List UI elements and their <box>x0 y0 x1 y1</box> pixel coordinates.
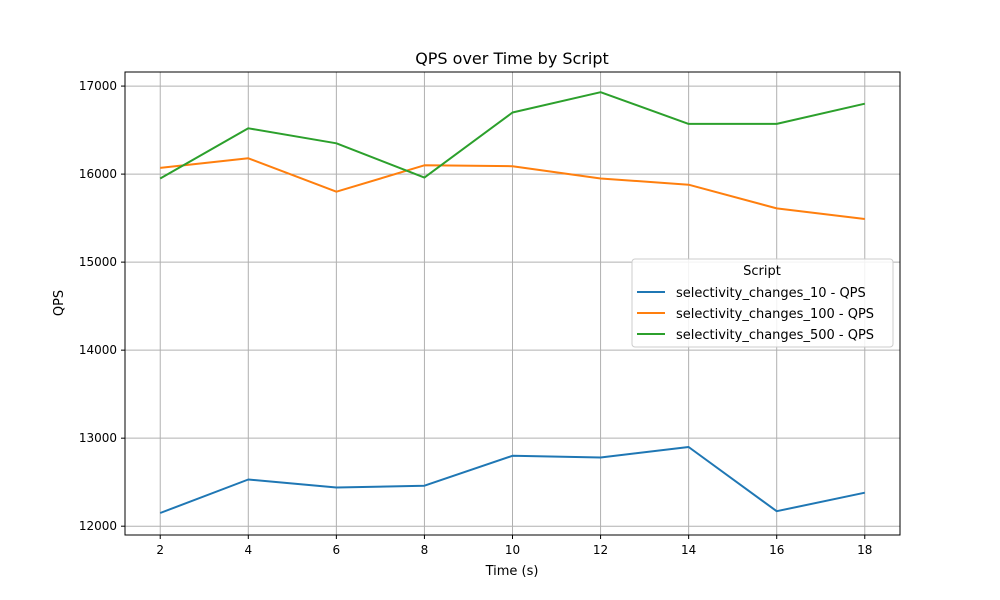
legend-title: Script <box>743 264 781 279</box>
x-tick-label: 4 <box>244 543 252 557</box>
y-tick-label: 14000 <box>79 343 117 357</box>
x-tick-label: 16 <box>769 543 784 557</box>
y-tick-label: 16000 <box>79 167 117 181</box>
x-axis-ticks: 2 4 6 8 10 12 14 16 18 <box>156 535 872 557</box>
chart-title: QPS over Time by Script <box>415 49 609 68</box>
legend-items: selectivity_changes_10 - QPS selectivity_… <box>637 286 874 343</box>
series-line-3 <box>159 91 866 180</box>
x-tick-label: 10 <box>505 543 520 557</box>
y-axis-ticks: 12000 13000 14000 15000 16000 17000 <box>79 79 125 533</box>
x-axis-label: Time (s) <box>485 564 539 579</box>
y-tick-label: 12000 <box>79 519 117 533</box>
series-line-1 <box>159 446 866 514</box>
x-tick-label: 14 <box>681 543 696 557</box>
legend: Script selectivity_changes_10 - QPSselec… <box>631 258 894 348</box>
x-tick-label: 8 <box>421 543 429 557</box>
y-axis-label: QPS <box>52 290 67 316</box>
x-tick-label: 12 <box>593 543 608 557</box>
legend-label-2: selectivity_changes_100 - QPS <box>676 307 874 322</box>
series-line-2 <box>160 157 865 220</box>
y-tick-label: 17000 <box>79 79 117 93</box>
legend-box <box>631 258 894 348</box>
legend-label-3: selectivity_changes_500 - QPS <box>676 328 874 343</box>
series-lines <box>159 91 866 514</box>
y-tick-label: 15000 <box>79 255 117 269</box>
x-tick-label: 2 <box>156 543 164 557</box>
x-tick-label: 18 <box>857 543 872 557</box>
x-tick-label: 6 <box>333 543 341 557</box>
y-tick-label: 13000 <box>79 431 117 445</box>
legend-label-1: selectivity_changes_10 - QPS <box>676 286 866 301</box>
